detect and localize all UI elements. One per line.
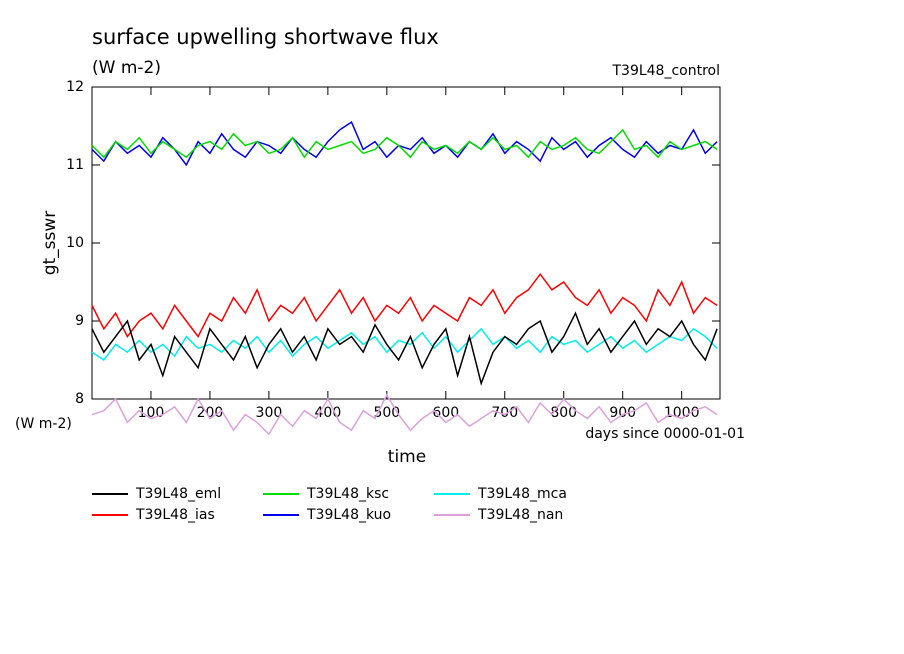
series-line xyxy=(91,128,718,159)
x-tick-label: 200 xyxy=(197,405,224,421)
x-unit-note: days since 0000-01-01 xyxy=(585,426,745,442)
x-tick-label: 900 xyxy=(609,405,636,421)
y-axis-label: gt_sswr xyxy=(40,211,60,276)
legend-label: T39L48_ksc xyxy=(306,486,389,502)
x-tick-label: 300 xyxy=(256,405,283,421)
legend-label: T39L48_kuo xyxy=(306,507,391,523)
y-tick-label: 9 xyxy=(75,313,84,329)
x-tick-label: 1000 xyxy=(664,405,700,421)
run-label: T39L48_control xyxy=(611,63,720,79)
series-line xyxy=(91,120,718,167)
legend-label: T39L48_mca xyxy=(477,486,567,502)
x-tick-label: 700 xyxy=(491,405,518,421)
y-tick-label: 10 xyxy=(66,235,84,251)
value-unit-note: (W m-2) xyxy=(15,416,72,432)
chart-subtitle: (W m-2) xyxy=(92,58,161,78)
legend-label: T39L48_eml xyxy=(135,486,221,502)
series-line xyxy=(91,393,718,436)
chart-title: surface upwelling shortwave flux xyxy=(92,25,439,49)
x-axis-label: time xyxy=(388,447,426,467)
y-tick-label: 12 xyxy=(66,79,84,95)
series-line xyxy=(91,272,718,339)
y-tick-label: 11 xyxy=(66,157,84,173)
x-tick-label: 600 xyxy=(432,405,459,421)
legend-label: T39L48_nan xyxy=(477,507,563,523)
series-line xyxy=(91,311,718,386)
y-tick-label: 8 xyxy=(75,391,84,407)
series-line xyxy=(91,327,718,362)
legend-label: T39L48_ias xyxy=(135,507,215,523)
